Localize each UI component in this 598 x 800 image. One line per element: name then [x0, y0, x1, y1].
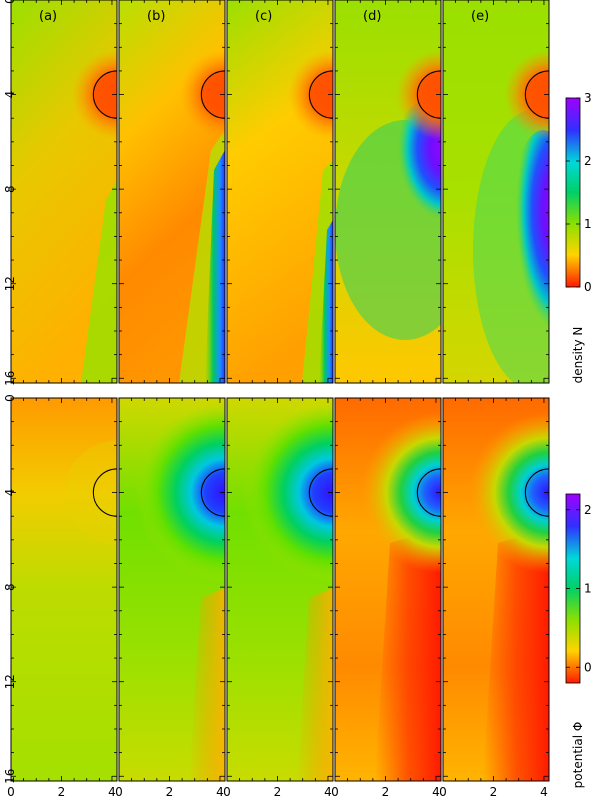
panel-top-3: (c) — [226, 0, 334, 384]
panel-frame — [10, 397, 118, 782]
obstacle-outline — [416, 70, 442, 119]
x-tick-label: 2 — [166, 785, 174, 799]
panel-label: (d) — [363, 9, 381, 24]
y-tick-label: 0 — [3, 394, 17, 402]
colorbar-tick-label: 1 — [584, 582, 592, 596]
colorbar-tick-label: 1 — [584, 217, 592, 231]
panel-frame — [442, 397, 550, 782]
panel-frame — [10, 0, 118, 384]
colorbar-tick-label: 3 — [584, 91, 592, 105]
wake-stripe — [205, 150, 225, 383]
colorbar-tick-label: 2 — [584, 503, 592, 517]
x-tick-label: 0 — [331, 785, 339, 799]
panel-ticks — [118, 397, 225, 781]
obstacle-outline — [416, 468, 442, 517]
x-tick-label: 4 — [324, 785, 332, 799]
colorbar-bottom: 0 1 2 potential Φ — [565, 493, 592, 789]
panel-frame — [226, 397, 334, 782]
panel-frame — [118, 0, 226, 384]
colorbar-tick-label: 0 — [584, 280, 592, 294]
x-tick-label: 2 — [490, 785, 498, 799]
panel-label: (e) — [471, 9, 489, 24]
panel-label: (b) — [147, 9, 165, 24]
y-tick-label: 12 — [3, 276, 17, 291]
obstacle-outline — [524, 468, 550, 517]
panel-top-2: (b) — [118, 0, 226, 384]
obstacle-outline — [308, 70, 334, 119]
panel-ticks — [10, 0, 117, 383]
panel-ticks — [118, 0, 225, 383]
wake-stripe — [319, 220, 333, 383]
panel-frame — [226, 0, 334, 384]
panel-ticks — [10, 397, 117, 781]
x-tick-label: 4 — [432, 785, 440, 799]
x-tick-label: 4 — [216, 785, 224, 799]
panel-bottom-1 — [10, 397, 118, 782]
colorbar-label: density N — [571, 327, 585, 384]
panel-ticks — [442, 0, 549, 383]
density-peak — [509, 130, 549, 330]
panel-bottom-2 — [118, 397, 226, 782]
panel-frame — [334, 397, 442, 782]
panel-ticks — [226, 397, 333, 781]
x-tick-label: 2 — [382, 785, 390, 799]
colorbar-tick-label: 0 — [584, 660, 592, 674]
panel-ticks — [442, 397, 549, 781]
potential-peak — [243, 402, 333, 583]
panel-ticks — [226, 0, 333, 383]
colorbar-top: 0 1 2 3 density N — [565, 91, 592, 384]
panel-ticks — [334, 397, 441, 781]
x-tick-label: 0 — [223, 785, 231, 799]
panel-bottom-3 — [226, 397, 334, 782]
panel-frame — [442, 0, 550, 384]
x-tick-label: 0 — [115, 785, 123, 799]
panel-frame — [118, 397, 226, 782]
obstacle-outline — [524, 70, 550, 119]
panel-bottom-5 — [442, 397, 550, 782]
y-tick-label: 16 — [3, 371, 17, 386]
potential-peak — [135, 402, 225, 583]
potential-field — [11, 398, 117, 781]
obstacle-outline — [92, 468, 118, 517]
y-tick-label: 8 — [3, 583, 17, 591]
panel-ticks — [334, 0, 441, 383]
obstacle-outline — [200, 468, 226, 517]
x-tick-label: 2 — [274, 785, 282, 799]
y-tick-label: 8 — [3, 185, 17, 193]
potential-peak — [360, 412, 441, 573]
wake-band — [81, 180, 117, 383]
panel-top-5: (e) — [442, 0, 550, 384]
x-tick-label: 0 — [7, 785, 15, 799]
panel-frame — [334, 0, 442, 384]
colorbar-gradient — [565, 97, 581, 288]
obstacle-outline — [92, 70, 118, 119]
y-tick-label: 12 — [3, 674, 17, 689]
panel-bottom-4 — [334, 397, 442, 782]
colorbar-label: potential Φ — [571, 722, 585, 789]
x-tick-label: 2 — [58, 785, 66, 799]
x-tick-label: 0 — [439, 785, 447, 799]
y-tick-label: 0 — [3, 0, 17, 4]
y-tick-label: 4 — [3, 489, 17, 497]
x-tick-label: 4 — [540, 785, 548, 799]
panel-label: (a) — [39, 9, 57, 24]
x-tick-label: 4 — [108, 785, 116, 799]
panel-top-1: (a) — [10, 0, 118, 384]
colorbar-tick-label: 2 — [584, 154, 592, 168]
potential-peak — [468, 412, 549, 573]
obstacle-outline — [308, 468, 334, 517]
y-tick-label: 4 — [3, 91, 17, 99]
obstacle-outline — [200, 70, 226, 119]
panel-label: (c) — [255, 9, 272, 24]
y-tick-label: 16 — [3, 769, 17, 784]
panel-top-4: (d) — [334, 0, 442, 384]
